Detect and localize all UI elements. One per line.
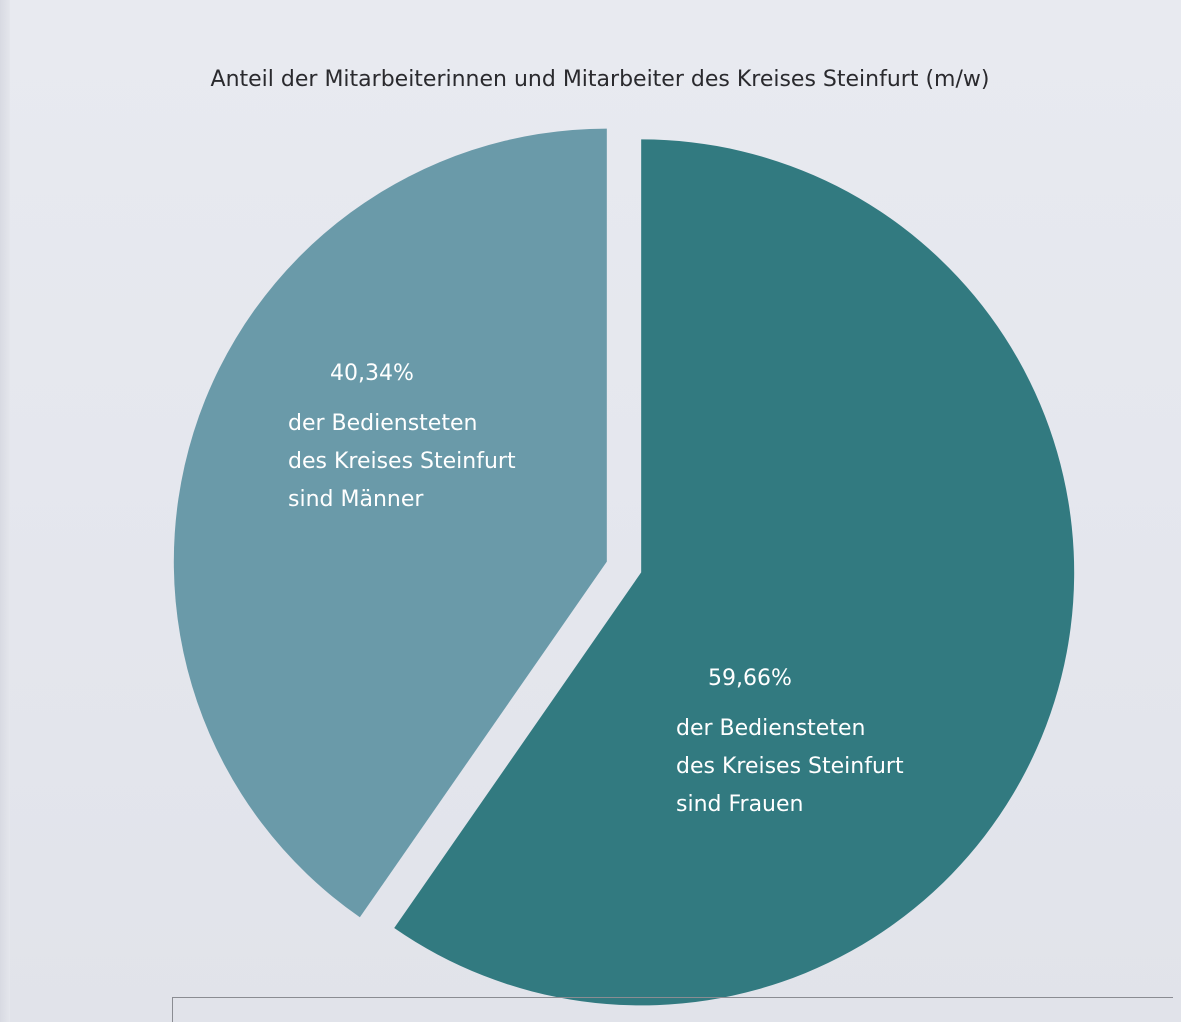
slice-description-line: der Bediensteten <box>288 411 477 436</box>
slice-description-line: der Bediensteten <box>676 716 865 741</box>
slice-label-maenner: 40,34% der Bediensteten des Kreises Steinf… <box>288 361 516 512</box>
chart-title: Anteil der Mitarbeiterinnen und Mitarbei… <box>211 67 990 92</box>
text-box-border <box>172 997 1173 1022</box>
slice-value-label: 59,66% <box>708 666 792 691</box>
slice-description-line: sind Männer <box>288 487 424 512</box>
slice-description-line: des Kreises Steinfurt <box>288 449 516 474</box>
slice-maenner <box>173 128 607 918</box>
slice-label-frauen: 59,66% der Bediensteten des Kreises Steinf… <box>676 666 904 817</box>
pie-labels: 40,34% der Bediensteten des Kreises Steinf… <box>288 361 904 817</box>
pie-slices <box>173 128 1075 1006</box>
page-edge-shadow <box>0 0 10 1022</box>
slice-description-line: sind Frauen <box>676 792 803 817</box>
slice-frauen <box>394 139 1075 1006</box>
slice-value-label: 40,34% <box>330 361 414 386</box>
slice-description-line: des Kreises Steinfurt <box>676 754 904 779</box>
